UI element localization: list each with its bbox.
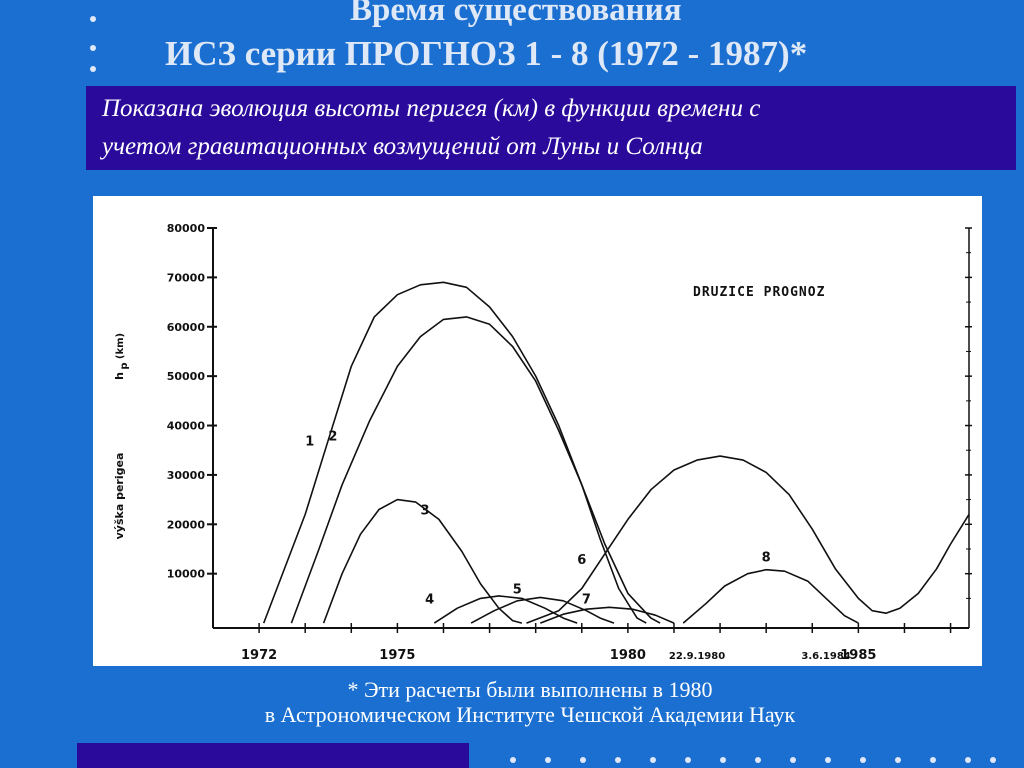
y-tick-label: 80000 [167,222,206,235]
y-tick-label: 10000 [167,568,206,581]
bottom-dot [790,757,796,763]
x-tick-label: 1975 [379,648,415,663]
x-tick-label: 1985 [840,648,876,663]
bottom-dot [510,757,516,763]
x-tick-label: 1980 [610,648,646,663]
series-line-8 [682,568,859,624]
series-line-6 [526,455,970,624]
series-line-4 [433,595,578,624]
title-bullet-dot [90,16,96,22]
description-line2: учетом гравитационных возмущений от Луны… [102,133,703,160]
series-label-5: 5 [513,582,522,597]
bottom-dot [650,757,656,763]
y-axis-title: výška perigea [113,453,126,540]
y-tick-label: 20000 [167,518,206,531]
bottom-dot [545,757,551,763]
footnote-line2: в Астрономическом Институте Чешской Акад… [264,702,796,727]
bottom-dot [685,757,691,763]
description-box: Показана эволюция высоты перигея (км) в … [86,86,1016,170]
series-label-6: 6 [577,553,586,568]
series-label-2: 2 [328,429,337,444]
y-axis-unit: (km) [115,333,126,359]
y-tick-label: 50000 [167,370,206,383]
series-line-2 [290,316,661,624]
y-tick-label: 70000 [167,271,206,284]
bottom-dot [825,757,831,763]
bottom-dot [965,757,971,763]
title-bullet-dot [90,45,96,51]
series-label-1: 1 [305,434,314,449]
bottom-dot [930,757,936,763]
series-line-7 [540,606,675,624]
bottom-dot [755,757,761,763]
y-tick-label: 40000 [167,420,206,433]
bottom-dot [580,757,586,763]
series-line-3 [322,498,523,624]
decay-date-annotation: 22.9.1980 [669,651,725,662]
footnote-line1: * Эти расчеты были выполнены в 1980 [347,677,713,702]
perigee-height-chart: 10000 20000 30000 40000 50000 60000 70000 80000… [113,222,972,663]
bottom-dot [990,757,996,763]
decay-date-annotation: 3.6.1984 [801,651,850,662]
series-label-8: 8 [762,550,771,565]
y-axis-symbol: h [113,372,126,380]
x-tick-label: 1972 [241,648,277,663]
bottom-dot [615,757,621,763]
bottom-dot [895,757,901,763]
series-line-5 [470,596,615,624]
bottom-bar [77,743,469,768]
title-bullet-dot [90,66,96,72]
slide-title-line2: ИСЗ серии ПРОГНОЗ 1 - 8 (1972 - 1987)* [165,34,808,73]
series-label-4: 4 [425,592,434,607]
bottom-dot [720,757,726,763]
bottom-dot [860,757,866,763]
series-label-3: 3 [421,503,430,518]
y-axis-symbol-sub: p [119,362,130,369]
series-line-1 [262,281,647,624]
y-tick-label: 30000 [167,469,206,482]
y-tick-label: 60000 [167,321,206,334]
chart-title: DRUZICE PROGNOZ [693,285,825,300]
slide-title-line1: Время существования [350,0,682,28]
description-line1: Показана эволюция высоты перигея (км) в … [102,95,761,122]
series-label-7: 7 [582,592,591,607]
chart-panel: 10000 20000 30000 40000 50000 60000 70000 80000… [93,196,982,666]
